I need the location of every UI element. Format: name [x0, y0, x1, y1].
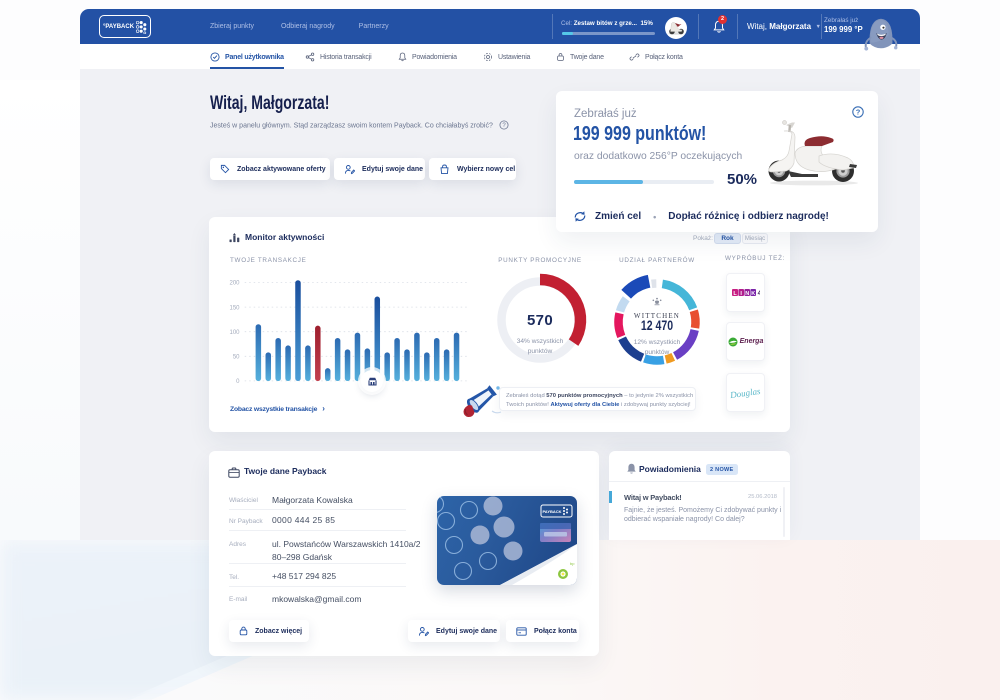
svg-text:?: ? — [502, 123, 506, 129]
svg-text:100: 100 — [229, 330, 240, 336]
svg-text:?: ? — [856, 108, 861, 117]
svg-text:0: 0 — [236, 379, 240, 385]
svg-text:K: K — [751, 291, 755, 297]
svg-text:200: 200 — [229, 281, 240, 287]
svg-text:bp: bp — [570, 561, 575, 566]
svg-text:PAYBACK: PAYBACK — [542, 509, 561, 514]
svg-text:L: L — [733, 291, 737, 297]
svg-text:I: I — [740, 291, 742, 297]
svg-text:150: 150 — [229, 305, 240, 311]
svg-text:4: 4 — [757, 290, 759, 297]
svg-text:50: 50 — [233, 355, 240, 361]
svg-text:N: N — [745, 291, 749, 297]
